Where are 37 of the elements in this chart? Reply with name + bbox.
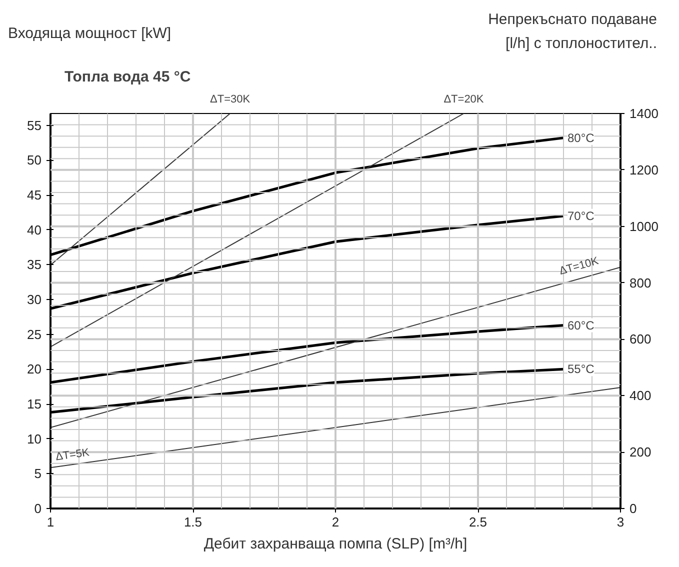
y-tick-label: 50	[27, 152, 42, 168]
y-tick-label: 40	[27, 222, 42, 238]
x-tick-label: 3	[616, 514, 624, 530]
x-tick-label: 1.5	[184, 514, 202, 530]
annotation: ΔT=5K	[54, 446, 91, 464]
y2-tick-label: 1000	[630, 218, 658, 234]
y2-tick-label: 1400	[630, 106, 658, 121]
y-tick-label: 10	[27, 431, 42, 446]
y-tick-label: 45	[27, 188, 42, 203]
series-label: 70°C	[568, 208, 595, 223]
chart-title: Топла вода 45 °C	[64, 68, 191, 86]
x-tick-label: 2.5	[468, 514, 488, 530]
annotation: ΔT=30K	[210, 94, 251, 106]
y-tick-label: 25	[27, 326, 42, 342]
text: Непрекъснато подаване [l/h] с топлоностител..	[488, 10, 657, 54]
y2-tick-label: 800	[630, 275, 652, 290]
y2-tick-label: 600	[630, 332, 652, 347]
y2-tick-label: 1200	[630, 162, 658, 178]
x-tick-label: 1	[46, 514, 54, 530]
y-tick-label: 5	[34, 466, 42, 482]
text: Входяща мощност [kW]	[8, 24, 172, 44]
series-label: 60°C	[568, 318, 595, 332]
y2-tick-label: 200	[630, 444, 652, 460]
annotation: ΔT=20K	[444, 94, 484, 106]
y-tick-label: 30	[27, 292, 42, 308]
y-tick-label: 0	[34, 501, 42, 516]
series-label: 55°C	[568, 362, 595, 376]
y-tick-label: 15	[27, 396, 42, 412]
y2-tick-label: 0	[630, 501, 637, 516]
x-axis-title: Дебит захранваща помпа (SLP) [m³/h]	[204, 536, 468, 552]
y2-tick-label: 400	[630, 388, 652, 404]
y-tick-label: 20	[27, 362, 42, 377]
series-label: 80°C	[568, 130, 595, 145]
annotation: ΔT=10K	[558, 254, 601, 278]
y-tick-label: 35	[27, 257, 42, 272]
y-tick-label: 55	[27, 118, 42, 133]
x-tick-label: 2	[332, 514, 340, 530]
